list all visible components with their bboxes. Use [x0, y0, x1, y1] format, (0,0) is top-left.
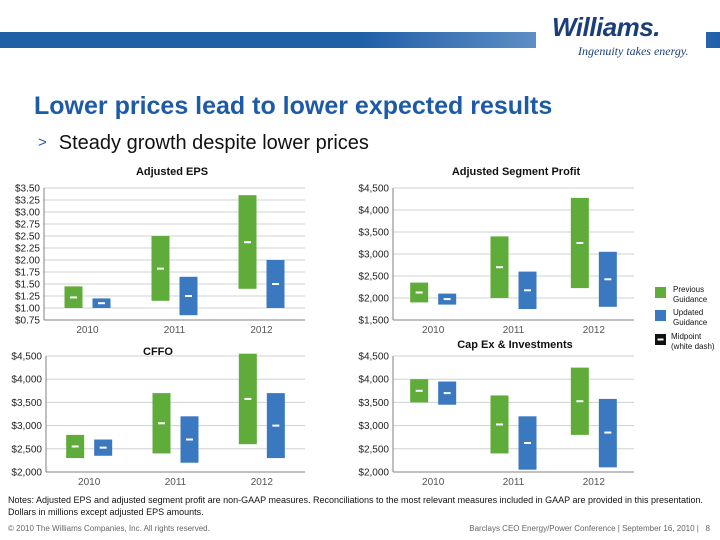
- chart-2-x-tick-label: 2012: [583, 325, 606, 336]
- chart-4-updated-midpoint: [604, 431, 612, 434]
- footer-info: Barclays CEO Energy/Power Conference | S…: [469, 524, 710, 533]
- chart-4-previous-midpoint: [415, 389, 423, 392]
- chart-1-y-tick-label: $3.00: [15, 208, 40, 219]
- chart-1-previous-midpoint: [157, 267, 164, 270]
- chart-2-y-tick-label: $2,500: [358, 272, 389, 283]
- chart-1-title: Adjusted EPS: [136, 166, 208, 178]
- chart-2-x-tick-label: 2011: [503, 325, 525, 336]
- chart-3-y-tick-label: $3,500: [11, 398, 42, 409]
- conference-text: Barclays CEO Energy/Power Conference | S…: [469, 524, 699, 533]
- chart-3-y-tick-label: $2,500: [11, 444, 42, 455]
- chart-4-previous-midpoint: [496, 423, 503, 426]
- chart-4-x-tick-label: 2012: [583, 477, 606, 488]
- chart-2-previous-midpoint: [415, 291, 423, 294]
- chart-1-y-tick-label: $3.25: [15, 196, 40, 207]
- chart-2-y-tick-label: $4,000: [358, 206, 389, 217]
- chart-1-previous-midpoint: [244, 241, 251, 244]
- chart-3-y-tick-label: $4,000: [11, 375, 42, 386]
- chart-4-y-tick-label: $3,000: [358, 421, 389, 432]
- chart-3-x-tick-label: 2012: [251, 477, 274, 488]
- chart-2-y-tick-label: $3,500: [358, 228, 389, 239]
- copyright-text: © 2010 The Williams Companies, Inc. All …: [8, 524, 210, 533]
- bullet-text: Steady growth despite lower prices: [58, 132, 369, 154]
- chart-2-x-tick-label: 2010: [422, 325, 445, 336]
- legend-updated-label: Updated: [673, 308, 703, 317]
- chart-3-x-tick-label: 2011: [165, 477, 187, 488]
- chart-1-previous-midpoint: [70, 296, 77, 299]
- slide-title: Lower prices lead to lower expected resu…: [34, 92, 553, 120]
- chart-2-updated-midpoint: [604, 278, 612, 281]
- chart-3-y-tick-label: $2,000: [11, 468, 42, 479]
- chart-3-previous-midpoint: [244, 397, 252, 400]
- legend-previous-swatch: [655, 287, 666, 298]
- chart-2-previous-midpoint: [576, 242, 584, 244]
- chart-4-y-tick-label: $3,500: [358, 398, 389, 409]
- page-number: 8: [705, 524, 710, 533]
- chart-4-previous-midpoint: [576, 400, 584, 403]
- chart-2-y-tick-label: $4,500: [358, 184, 389, 195]
- footnote: Notes: Adjusted EPS and adjusted segment…: [8, 495, 704, 517]
- chart-2-updated-midpoint: [443, 298, 451, 301]
- chart-2-y-tick-label: $1,500: [358, 316, 389, 327]
- bullet-arrow-icon: >: [38, 134, 47, 151]
- chart-2-y-tick-label: $2,000: [358, 294, 389, 305]
- chart-1-y-tick-label: $1.00: [15, 304, 40, 315]
- chart-3-updated-midpoint: [272, 424, 280, 427]
- bullet-point: > Steady growth despite lower prices: [38, 132, 369, 155]
- chart-4-y-tick-label: $4,500: [358, 352, 389, 363]
- chart-4-title: Cap Ex & Investments: [457, 339, 573, 351]
- chart-3-y-tick-label: $4,500: [11, 352, 42, 363]
- chart-3-y-tick-label: $3,000: [11, 421, 42, 432]
- chart-2-title: Adjusted Segment Profit: [452, 166, 581, 178]
- chart-1-updated-midpoint: [98, 302, 105, 305]
- chart-1-y-tick-label: $0.75: [15, 316, 40, 327]
- legend-updated-label: Guidance: [673, 318, 708, 327]
- chart-1-updated-midpoint: [272, 283, 279, 285]
- chart-1-x-tick-label: 2010: [76, 325, 99, 336]
- chart-2-previous-midpoint: [496, 266, 503, 269]
- legend-midpoint-label: (white dash): [671, 342, 715, 351]
- chart-1-y-tick-label: $2.00: [15, 256, 40, 267]
- williams-logo: Williams. Ingenuity takes energy.: [536, 6, 706, 66]
- chart-4-x-tick-label: 2011: [503, 477, 525, 488]
- chart-3-previous-midpoint: [158, 422, 165, 425]
- chart-3-updated-midpoint: [99, 446, 107, 449]
- chart-1-y-tick-label: $1.75: [15, 268, 40, 279]
- chart-3-previous-midpoint: [71, 445, 79, 448]
- chart-3-title: CFFO: [143, 346, 173, 358]
- chart-4-y-tick-label: $2,500: [358, 444, 389, 455]
- chart-1-x-tick-label: 2012: [250, 325, 273, 336]
- legend-previous-label: Previous: [673, 285, 704, 294]
- chart-2-y-tick-label: $3,000: [358, 250, 389, 261]
- chart-1-y-tick-label: $1.25: [15, 292, 40, 303]
- chart-1-updated-midpoint: [185, 295, 192, 297]
- chart-3-updated-midpoint: [186, 438, 193, 441]
- legend-previous-label: Guidance: [673, 295, 708, 304]
- chart-1-y-tick-label: $1.50: [15, 280, 40, 291]
- chart-4-y-tick-label: $2,000: [358, 468, 389, 479]
- chart-1-y-tick-label: $3.50: [15, 184, 40, 195]
- chart-3-x-tick-label: 2010: [78, 477, 101, 488]
- chart-1-y-tick-label: $2.25: [15, 244, 40, 255]
- legend-midpoint-dash: [657, 338, 664, 341]
- chart-4-x-tick-label: 2010: [422, 477, 445, 488]
- chart-2-updated-midpoint: [524, 289, 531, 292]
- logo-tagline: Ingenuity takes energy.: [578, 44, 689, 58]
- chart-4-updated-midpoint: [524, 442, 531, 444]
- chart-1-y-tick-label: $2.75: [15, 220, 40, 231]
- chart-1-x-tick-label: 2011: [164, 325, 186, 336]
- legend-midpoint-label: Midpoint: [671, 332, 702, 341]
- chart-4-updated-midpoint: [443, 392, 451, 395]
- chart-4-y-tick-label: $4,000: [358, 375, 389, 386]
- chart-1-y-tick-label: $2.50: [15, 232, 40, 243]
- logo-wordmark: Williams.: [552, 12, 660, 42]
- legend-updated-swatch: [655, 310, 666, 321]
